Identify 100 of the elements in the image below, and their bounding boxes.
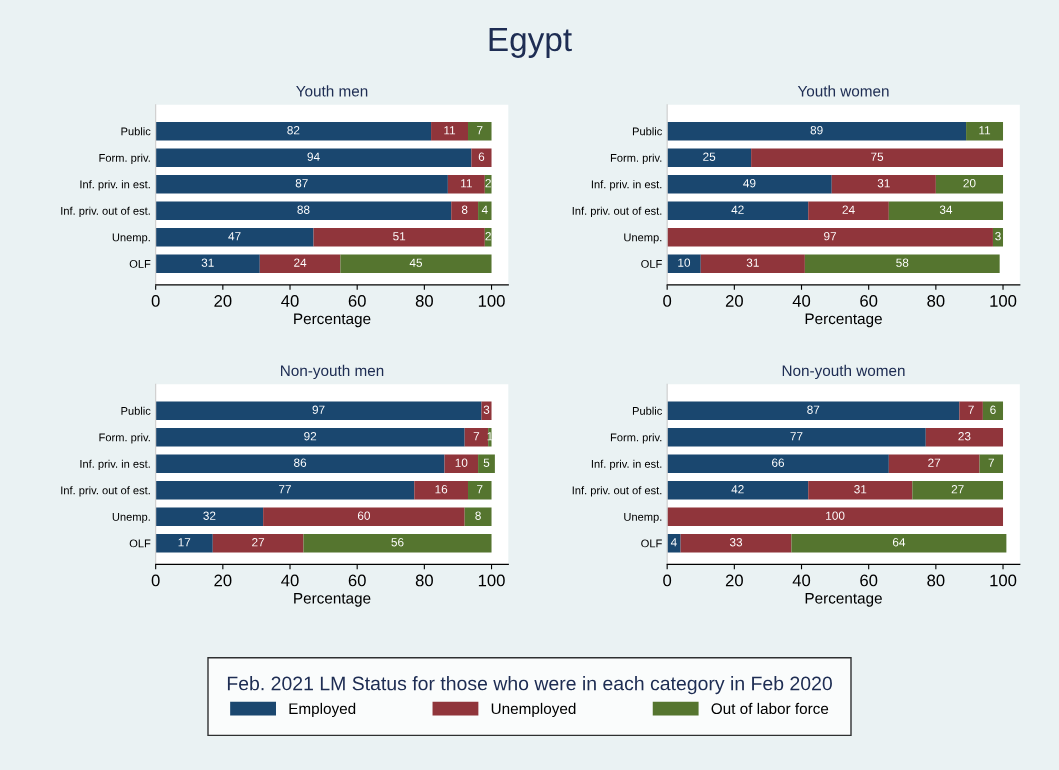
bar (155, 401, 482, 420)
x-tick-label: 60 (860, 574, 878, 587)
bar (155, 480, 415, 500)
chart-title: Non-youth men (281, 364, 384, 380)
data-label: 2 (485, 179, 491, 188)
bar (925, 427, 1004, 447)
data-label: 42 (731, 485, 744, 494)
data-label: 11 (444, 126, 456, 135)
data-label: 64 (892, 538, 906, 547)
bar (340, 254, 492, 273)
legend-label: Employed (289, 702, 356, 718)
y-tick-label: Inf. priv. in est. (80, 180, 150, 191)
bar (700, 254, 805, 273)
data-label: 11 (461, 179, 472, 188)
x-tick-label: 60 (348, 574, 366, 587)
data-label: 27 (252, 538, 265, 547)
x-axis-title: Percentage (294, 593, 371, 607)
bar (155, 427, 465, 447)
bar (831, 174, 936, 194)
x-tick-label: 80 (415, 574, 433, 587)
data-label: 33 (729, 538, 743, 547)
x-tick-label: 0 (151, 295, 160, 307)
x-tick-label: 60 (860, 295, 878, 307)
data-label: 3 (995, 232, 1001, 241)
x-tick-label: 0 (663, 295, 672, 307)
data-label: 7 (988, 458, 994, 467)
data-label: 11 (979, 126, 991, 135)
chart-title: Youth women (797, 85, 889, 97)
data-label: 75 (871, 152, 884, 161)
data-label: 23 (958, 432, 971, 441)
data-label: 32 (203, 511, 216, 520)
data-label: 92 (304, 432, 317, 441)
bar (155, 533, 213, 553)
legend-label: Unemployed (491, 702, 576, 718)
data-label: 100 (826, 511, 845, 520)
bar (959, 401, 983, 420)
x-tick-label: 80 (927, 295, 945, 307)
data-label: 56 (391, 538, 404, 547)
data-label: 7 (477, 485, 483, 494)
data-label: 7 (968, 405, 974, 414)
bar (471, 148, 492, 167)
data-label: 66 (772, 458, 785, 467)
x-tick-label: 20 (214, 574, 232, 587)
bar (966, 121, 1004, 141)
y-tick-label: Public (632, 127, 663, 136)
x-tick-label: 100 (990, 574, 1017, 587)
data-label: 24 (294, 258, 307, 267)
bar (155, 454, 445, 473)
data-label: 3 (483, 405, 490, 414)
x-axis-title: Percentage (805, 313, 882, 328)
bar (680, 533, 792, 553)
y-tick-label: Form. priv. (99, 433, 150, 444)
bar (791, 533, 1007, 553)
y-tick-label: Form. priv. (99, 153, 150, 165)
y-tick-label: Inf. priv. out of est. (572, 486, 662, 497)
bar (667, 401, 960, 420)
data-label: 77 (790, 432, 803, 441)
y-tick-label: Unemp. (112, 233, 150, 244)
y-tick-label: Inf. priv. in est. (591, 180, 662, 191)
bar (667, 507, 1004, 526)
x-tick-label: 60 (348, 295, 366, 307)
data-label: 97 (824, 232, 837, 241)
y-tick-label: OLF (641, 539, 662, 548)
data-label: 27 (951, 485, 964, 494)
chart-title: Youth men (296, 85, 368, 97)
data-label: 86 (294, 458, 307, 467)
y-tick-label: Public (121, 406, 151, 415)
bar (464, 427, 489, 447)
y-tick-label: Inf. priv. in est. (80, 459, 150, 471)
bar (444, 454, 479, 473)
data-label: 5 (483, 458, 490, 467)
data-label: 8 (461, 205, 468, 214)
bar (464, 507, 492, 526)
data-label: 25 (703, 152, 716, 161)
data-label: 7 (477, 126, 483, 135)
x-tick-label: 100 (478, 295, 505, 307)
legend-label: Out of labor force (711, 702, 829, 715)
y-tick-label: Inf. priv. in est. (591, 459, 662, 471)
data-label: 10 (455, 458, 468, 467)
y-tick-label: OLF (129, 539, 151, 548)
y-tick-label: Unemp. (624, 513, 662, 524)
bar (414, 480, 469, 500)
bar (888, 201, 1004, 220)
data-label: 16 (435, 485, 448, 494)
bar (155, 148, 472, 167)
y-tick-label: Public (121, 127, 151, 136)
x-tick-label: 0 (151, 574, 160, 587)
data-label: 49 (743, 179, 756, 188)
bar (667, 174, 832, 194)
x-tick-label: 100 (478, 574, 505, 587)
bar (155, 201, 452, 220)
data-label: 97 (312, 405, 325, 414)
bar (667, 254, 701, 273)
data-label: 1 (487, 432, 493, 441)
data-label: 94 (307, 152, 320, 161)
data-label: 82 (287, 126, 300, 135)
bar (468, 480, 492, 500)
data-label: 27 (928, 458, 941, 467)
bar (667, 201, 809, 220)
bar (313, 227, 485, 247)
